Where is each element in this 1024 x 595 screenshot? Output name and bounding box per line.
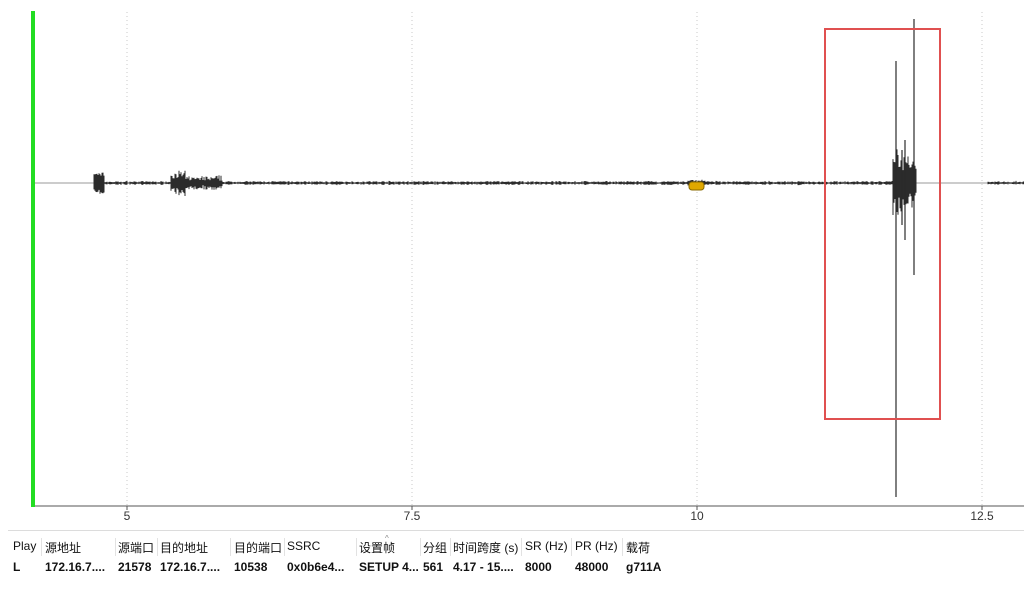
column-separator[interactable] (420, 538, 421, 556)
column-separator[interactable] (41, 538, 42, 556)
column-separator[interactable] (356, 538, 357, 556)
col-header-dst-addr[interactable]: 目的地址 (160, 541, 209, 555)
waveform-canvas[interactable] (0, 0, 1024, 530)
cell-dst-addr: 172.16.7.... (160, 560, 221, 574)
cell-pr: 48000 (575, 560, 609, 574)
cell-packets: 561 (423, 560, 444, 574)
column-separator[interactable] (157, 538, 158, 556)
column-separator[interactable] (115, 538, 116, 556)
x-tick-label: 5 (123, 509, 131, 523)
col-header-time-span[interactable]: 时间跨度 (s) (453, 541, 519, 555)
waveform-trace (93, 149, 1024, 215)
cell-dst-port: 10538 (234, 560, 268, 574)
col-header-sr[interactable]: SR (Hz) (525, 539, 568, 553)
cell-src-addr: 172.16.7.... (45, 560, 106, 574)
col-header-pr[interactable]: PR (Hz) (575, 539, 618, 553)
column-separator[interactable] (230, 538, 231, 556)
cell-ssrc: 0x0b6e4... (287, 560, 345, 574)
col-header-setup-frame[interactable]: 设置帧 (359, 541, 396, 555)
col-header-dst-port[interactable]: 目的端口 (234, 541, 283, 555)
col-header-payload[interactable]: 载荷 (626, 541, 651, 555)
cell-src-port: 21578 (118, 560, 152, 574)
x-tick-label: 12.5 (970, 509, 994, 523)
waveform-panel[interactable]: 5 7.5 10 12.5 (0, 0, 1024, 530)
col-header-packets[interactable]: 分组 (423, 541, 448, 555)
cell-sr: 8000 (525, 560, 552, 574)
cell-payload: g711A (626, 560, 662, 574)
cell-setup-frame: SETUP 4... (359, 560, 419, 574)
column-separator[interactable] (450, 538, 451, 556)
column-separator[interactable] (284, 538, 285, 556)
column-separator[interactable] (521, 538, 522, 556)
column-separator[interactable] (622, 538, 623, 556)
sort-caret-icon: ^ (385, 534, 389, 543)
playback-marker-icon[interactable] (688, 181, 705, 191)
cell-play[interactable]: L (13, 560, 21, 574)
cell-time-span: 4.17 - 15.... (453, 560, 514, 574)
col-header-play[interactable]: Play (13, 539, 37, 553)
x-tick-label: 10 (690, 509, 704, 523)
playhead-cursor[interactable] (31, 11, 35, 507)
x-tick-label: 7.5 (403, 509, 421, 523)
col-header-ssrc[interactable]: SSRC (287, 539, 321, 553)
audio-waveform (93, 19, 1024, 497)
rtp-stream-table: ^ Play 源地址 源端口 目的地址 目的端口 SSRC 设置帧 分组 时间跨… (0, 534, 1024, 595)
column-separator[interactable] (571, 538, 572, 556)
col-header-src-addr[interactable]: 源地址 (45, 541, 82, 555)
panel-divider[interactable] (8, 530, 1024, 531)
col-header-src-port[interactable]: 源端口 (118, 541, 155, 555)
selection-box[interactable] (824, 28, 941, 420)
